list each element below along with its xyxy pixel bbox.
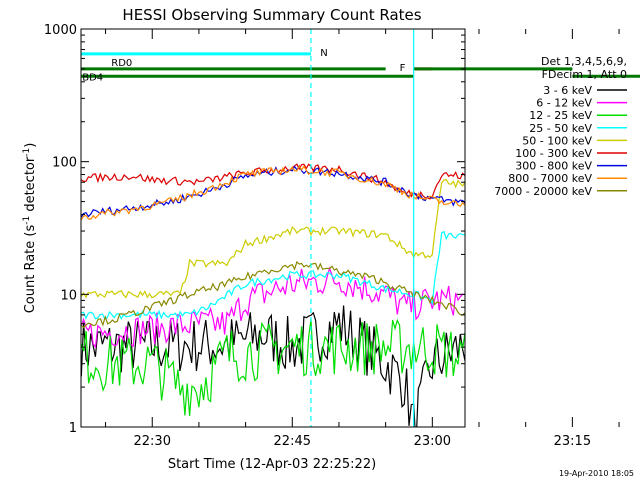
flag-label-1: F: [400, 63, 406, 74]
y-axis-label: Count Rate (s-1 detector-1): [22, 143, 38, 314]
legend-header-line-1: Det 1,3,4,5,6,9,: [541, 55, 627, 68]
y-tick-label-1: 10: [60, 288, 77, 303]
legend-label-7: 800 - 7000 keV: [508, 172, 592, 185]
series-line-5: [81, 163, 465, 200]
x-tick-label-3: 23:15: [554, 434, 591, 449]
legend-label-0: 3 - 6 keV: [543, 84, 592, 97]
y-tick-label-3: 1000: [44, 23, 77, 38]
legend-label-1: 6 - 12 keV: [536, 97, 592, 110]
plot-frame: [80, 28, 466, 428]
series-line-3: [81, 230, 465, 320]
legend-label-4: 50 - 100 keV: [522, 134, 592, 147]
legend: Det 1,3,4,5,6,9, FDecim 1, Att 0 3 - 6 k…: [494, 55, 627, 198]
y-tick-label-0: 1: [69, 421, 77, 436]
series-line-4: [81, 178, 465, 299]
legend-label-2: 12 - 25 keV: [529, 109, 592, 122]
flag-label-0: N: [320, 48, 327, 59]
chart-title: HESSI Observing Summary Count Rates: [122, 6, 421, 24]
x-tick-label-1: 22:45: [274, 434, 311, 449]
series-line-0: [81, 305, 465, 427]
flag-label-3: BD4: [82, 72, 103, 83]
x-tick-label-0: 22:30: [134, 434, 171, 449]
legend-label-5: 100 - 300 keV: [515, 147, 592, 160]
footer-timestamp: 19-Apr-2010 18:05: [559, 469, 634, 478]
series-line-2: [81, 318, 465, 417]
x-tick-label-2: 23:00: [414, 434, 451, 449]
legend-label-3: 25 - 50 keV: [529, 122, 592, 135]
legend-label-8: 7000 - 20000 keV: [494, 185, 592, 198]
legend-header-line-2: FDecim 1, Att 0: [542, 68, 627, 81]
series-line-8: [81, 260, 465, 329]
series-line-7: [81, 164, 465, 221]
flag-label-2: RD0: [111, 58, 132, 69]
y-tick-label-2: 100: [52, 156, 77, 171]
series-line-1: [81, 266, 465, 349]
legend-label-6: 300 - 800 keV: [515, 160, 592, 173]
x-axis-label: Start Time (12-Apr-03 22:25:22): [168, 457, 376, 472]
series-line-6: [81, 164, 465, 218]
